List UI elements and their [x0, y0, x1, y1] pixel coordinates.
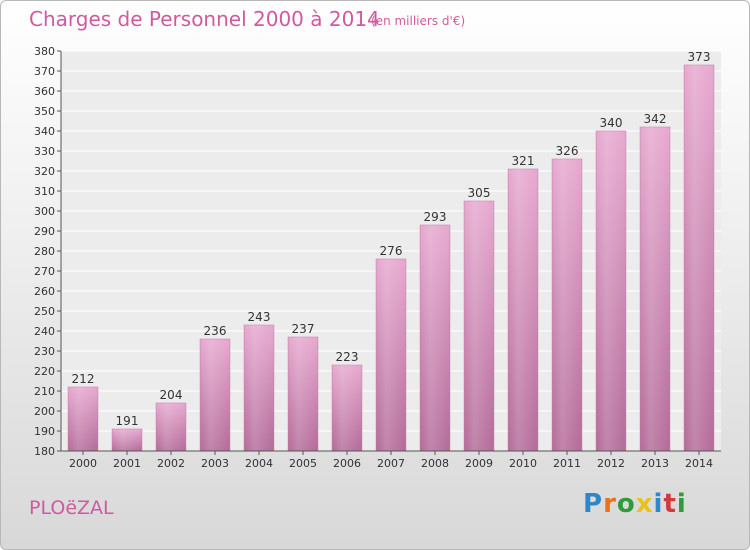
- logo-letter: r: [603, 489, 617, 519]
- bar-highlight: [332, 365, 362, 451]
- y-tick-label: 290: [34, 225, 55, 238]
- bar-value-label: 212: [72, 372, 95, 386]
- bar-value-label: 326: [556, 144, 579, 158]
- x-tick-label: 2010: [509, 457, 537, 470]
- bar-value-label: 305: [468, 186, 491, 200]
- proxiti-logo: Proxiti: [583, 489, 687, 519]
- x-axis: 2000 2001 2002 2003 2004 2005 2006 2007 2008 2009…: [61, 450, 721, 470]
- x-tick-label: 2011: [553, 457, 581, 470]
- logo-letter: i: [676, 489, 687, 519]
- y-tick-label: 200: [34, 405, 55, 418]
- x-tick-label: 2000: [69, 457, 97, 470]
- y-tick-label: 230: [34, 345, 55, 358]
- bar-value-label: 237: [292, 322, 315, 336]
- x-tick-label: 2009: [465, 457, 493, 470]
- y-tick-label: 240: [34, 325, 55, 338]
- bar-highlight: [596, 131, 626, 451]
- y-tick-label: 300: [34, 205, 55, 218]
- x-tick-label: 2014: [685, 457, 713, 470]
- bar-highlight: [640, 127, 670, 451]
- bar-highlight: [156, 403, 186, 451]
- y-tick-label: 210: [34, 385, 55, 398]
- chart-subtitle: (en milliers d'€): [371, 14, 466, 28]
- chart-title: Charges de Personnel 2000 à 2014: [29, 7, 380, 31]
- bar-highlight: [684, 65, 714, 451]
- bars: 212 191 204 236 243 237 223 276 293 305 321 326 340 3…: [67, 50, 715, 452]
- bar-value-label: 191: [116, 414, 139, 428]
- y-tick-label: 350: [34, 105, 55, 118]
- y-tick-label: 280: [34, 245, 55, 258]
- bar-value-label: 236: [204, 324, 227, 338]
- y-tick-label: 360: [34, 85, 55, 98]
- y-tick-label: 190: [34, 425, 55, 438]
- logo-letter: t: [663, 489, 677, 519]
- bar-value-label: 373: [688, 50, 711, 64]
- y-tick-label: 320: [34, 165, 55, 178]
- bar-value-label: 340: [600, 116, 623, 130]
- bar-highlight: [464, 201, 494, 451]
- x-tick-label: 2005: [289, 457, 317, 470]
- x-tick-label: 2007: [377, 457, 405, 470]
- x-tick-label: 2012: [597, 457, 625, 470]
- bar-value-label: 204: [160, 388, 183, 402]
- bar-highlight: [244, 325, 274, 451]
- bar-value-label: 276: [380, 244, 403, 258]
- logo-letter: o: [616, 489, 636, 519]
- bar-value-label: 342: [644, 112, 667, 126]
- bar-highlight: [68, 387, 98, 451]
- y-tick-label: 180: [34, 445, 55, 458]
- y-axis: 180 190 200 210 220 230 240 250 260 270 280 290 300 3…: [34, 45, 62, 458]
- y-tick-label: 370: [34, 65, 55, 78]
- x-tick-label: 2013: [641, 457, 669, 470]
- bar-value-label: 243: [248, 310, 271, 324]
- y-tick-label: 220: [34, 365, 55, 378]
- bar-value-label: 293: [424, 210, 447, 224]
- x-tick-label: 2006: [333, 457, 361, 470]
- bar-highlight: [376, 259, 406, 451]
- logo-letter: x: [635, 489, 654, 519]
- bar-value-label: 321: [512, 154, 535, 168]
- bar-highlight: [200, 339, 230, 451]
- bar-highlight: [420, 225, 450, 451]
- y-tick-label: 340: [34, 125, 55, 138]
- town-name: PLOëZAL: [29, 497, 114, 519]
- bar-highlight: [552, 159, 582, 451]
- y-tick-label: 260: [34, 285, 55, 298]
- x-tick-label: 2004: [245, 457, 273, 470]
- x-tick-label: 2008: [421, 457, 449, 470]
- y-tick-label: 310: [34, 185, 55, 198]
- bar-highlight: [288, 337, 318, 451]
- y-tick-label: 380: [34, 45, 55, 58]
- bar-highlight: [508, 169, 538, 451]
- y-tick-label: 250: [34, 305, 55, 318]
- y-tick-label: 330: [34, 145, 55, 158]
- y-tick-label: 270: [34, 265, 55, 278]
- logo-letter: P: [583, 489, 604, 519]
- x-tick-label: 2002: [157, 457, 185, 470]
- bar-value-label: 223: [336, 350, 359, 364]
- logo-letter: i: [653, 489, 664, 519]
- x-tick-label: 2001: [113, 457, 141, 470]
- x-tick-label: 2003: [201, 457, 229, 470]
- bar-highlight: [112, 429, 142, 451]
